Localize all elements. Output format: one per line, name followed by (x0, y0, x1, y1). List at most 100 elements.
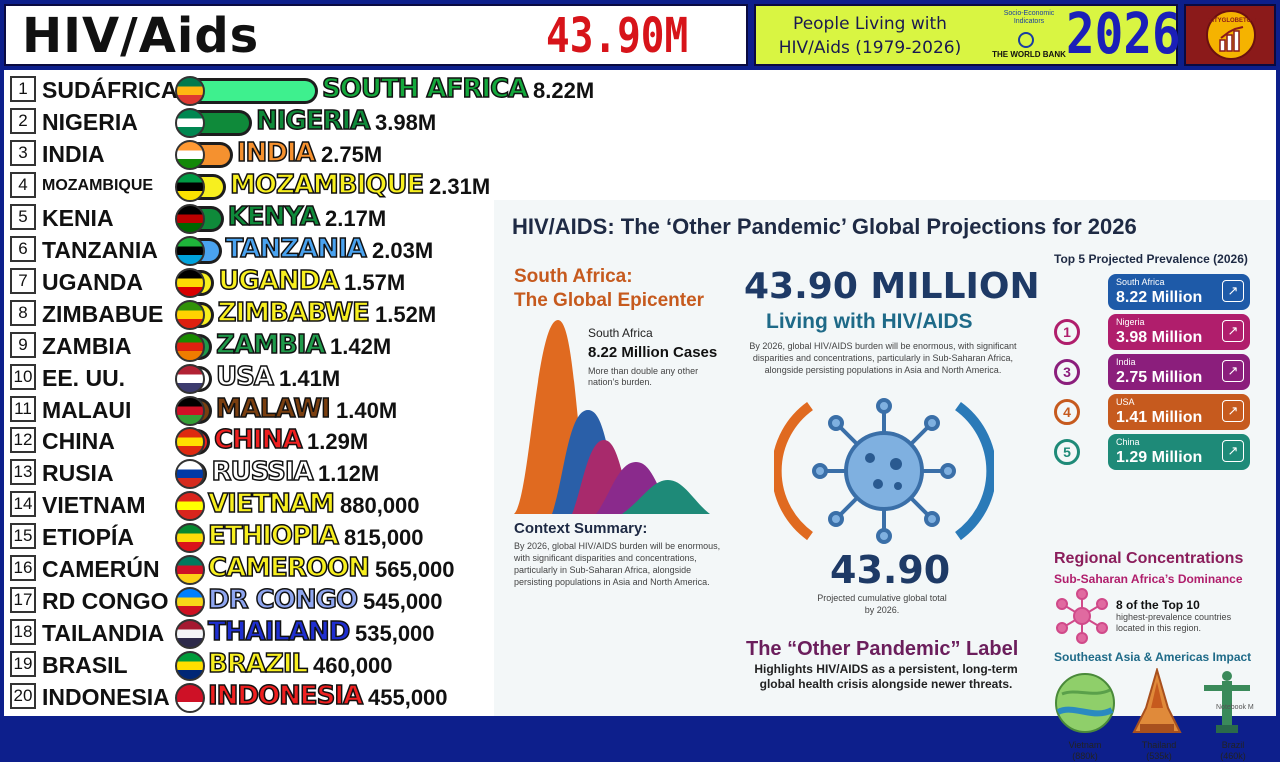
sa-title-line2: The Global Epicenter (514, 290, 705, 311)
subtitle-line2: HIV/Aids (1979-2026) (778, 38, 962, 58)
country-name-english: CHINA (213, 425, 303, 457)
country-name-spanish: RD CONGO (42, 588, 169, 615)
country-name-spanish: MALAUI (42, 396, 132, 423)
top5-country: South Africa (1116, 277, 1165, 287)
sa-label: South Africa (588, 326, 653, 340)
christ-statue-icon (1204, 671, 1250, 733)
country-name-english: THAILAND (207, 616, 351, 648)
flag-icon (175, 523, 205, 554)
rank-number: 14 (10, 491, 36, 518)
rank-number: 10 (10, 363, 36, 390)
big-number-subtitle: Living with HIV/AIDS (766, 310, 973, 333)
top5-card: South Africa 8.22 Million ↗ (1108, 274, 1250, 310)
country-name-spanish: TAILANDIA (42, 620, 165, 647)
other-pandemic-title: The “Other Pandemic” Label (746, 638, 1019, 660)
rank-number: 19 (10, 651, 36, 678)
flag-icon (175, 427, 205, 458)
top5-value: 1.29 Million (1116, 449, 1203, 466)
infographic: HIV/AIDS: The ‘Other Pandemic’ Global Pr… (494, 200, 1276, 761)
value-label: 2.17M (325, 205, 387, 231)
rank-number: 13 (10, 459, 36, 486)
rank-number: 18 (10, 619, 36, 646)
subtitle-line1: People Living with (793, 14, 947, 34)
flag-icon (175, 587, 205, 618)
flag-icon (175, 107, 205, 138)
value-label: 2.03M (372, 237, 434, 263)
regional-subtitle: Sub-Saharan Africa’s Dominance (1054, 572, 1243, 586)
country-name-english: KENYA (227, 201, 321, 233)
flag-icon (175, 331, 205, 362)
country-name-english: INDONESIA (207, 680, 364, 712)
sea-country: Brazil (1221, 740, 1245, 750)
sea-value: (460k) (1220, 751, 1246, 761)
flag-icon (175, 459, 205, 490)
top5-value: 2.75 Million (1116, 369, 1203, 386)
temple-icon (1132, 668, 1182, 733)
top5-country: China (1116, 437, 1140, 447)
mid-text: By 2026, global HIV/AIDS burden will be … (749, 341, 1017, 375)
value-label: 545,000 (363, 589, 443, 615)
globe-icon (1018, 32, 1034, 48)
flag-icon (175, 299, 205, 330)
country-name-english: ZAMBIA (215, 329, 326, 361)
flag-icon (175, 491, 205, 522)
top5-title: Top 5 Projected Prevalence (2026) (1054, 252, 1248, 266)
country-name-spanish: ZIMBABUE (42, 300, 164, 327)
country-name-spanish: KENIA (42, 204, 114, 231)
rank-number: 17 (10, 587, 36, 614)
flag-icon (175, 555, 205, 586)
country-name-english: BRAZIL (207, 648, 309, 680)
rice-terrace-icon (1055, 673, 1115, 733)
value-label: 455,000 (368, 685, 448, 711)
country-name-english: TANZANIA (225, 233, 368, 265)
flag-icon (175, 395, 205, 426)
logo-text: CITYGLOBETOUR (1208, 18, 1260, 24)
sea-value: (535k) (1146, 751, 1172, 761)
sea-caption: Thailand (535k) (1124, 740, 1194, 762)
rank-number: 11 (10, 395, 36, 422)
sa-cases: 8.22 Million Cases (588, 344, 718, 361)
flag-icon (175, 139, 205, 170)
value-label: 1.52M (375, 301, 437, 327)
top5-rank: 5 (1054, 439, 1080, 465)
top5-card: Nigeria 3.98 Million ↗ (1108, 314, 1250, 350)
info-box: People Living with HIV/Aids (1979-2026) … (754, 2, 1181, 67)
rank-number: 8 (10, 299, 36, 326)
value-label: 1.29M (307, 429, 369, 455)
regional-text: highest-prevalence countries located in … (1116, 612, 1232, 633)
flag-icon (175, 683, 205, 714)
top5-card: USA 1.41 Million ↗ (1108, 394, 1250, 430)
regional-title: Regional Concentrations (1054, 550, 1244, 567)
bar-south-africa (190, 78, 318, 104)
network-icon (1056, 588, 1108, 644)
country-name-english: ZIMBABWE (217, 297, 371, 329)
flag-icon (175, 203, 205, 234)
total-counter: 43.90M (546, 8, 689, 64)
country-name-english: USA (215, 361, 274, 393)
sea-title: Southeast Asia & Americas Impact (1054, 650, 1252, 664)
title-bar: HIV/Aids 43.90M (4, 4, 748, 66)
flag-icon (175, 651, 205, 682)
rank-number: 7 (10, 267, 36, 294)
chart-up-icon: ↗ (1222, 320, 1244, 342)
flag-icon (175, 267, 205, 298)
source-small: Socio-Economic Indicators (1003, 10, 1055, 25)
chart-title: HIV/Aids (22, 8, 260, 64)
country-name-english: RUSSIA (211, 457, 315, 489)
sea-country: Thailand (1141, 740, 1177, 750)
big-number: 43.90 MILLION (744, 266, 1040, 307)
country-name-spanish: SUDÁFRICA (42, 77, 178, 103)
flag-icon (175, 619, 205, 650)
sa-title-line1: South Africa: (514, 266, 633, 287)
rank-number: 4 (10, 171, 36, 198)
country-name-english: ETHIOPIA (207, 521, 339, 553)
rank-number: 15 (10, 523, 36, 550)
country-name-english: VIETNAM (207, 489, 336, 521)
epicenter-wave-graphic (514, 320, 710, 514)
value-label: 2.31M (429, 173, 491, 199)
context-title: Context Summary: (514, 520, 648, 537)
top5-rank: 3 (1054, 359, 1080, 385)
flag-icon (175, 235, 205, 266)
value-label: 1.42M (330, 333, 392, 359)
top5-country: Nigeria (1116, 317, 1145, 327)
